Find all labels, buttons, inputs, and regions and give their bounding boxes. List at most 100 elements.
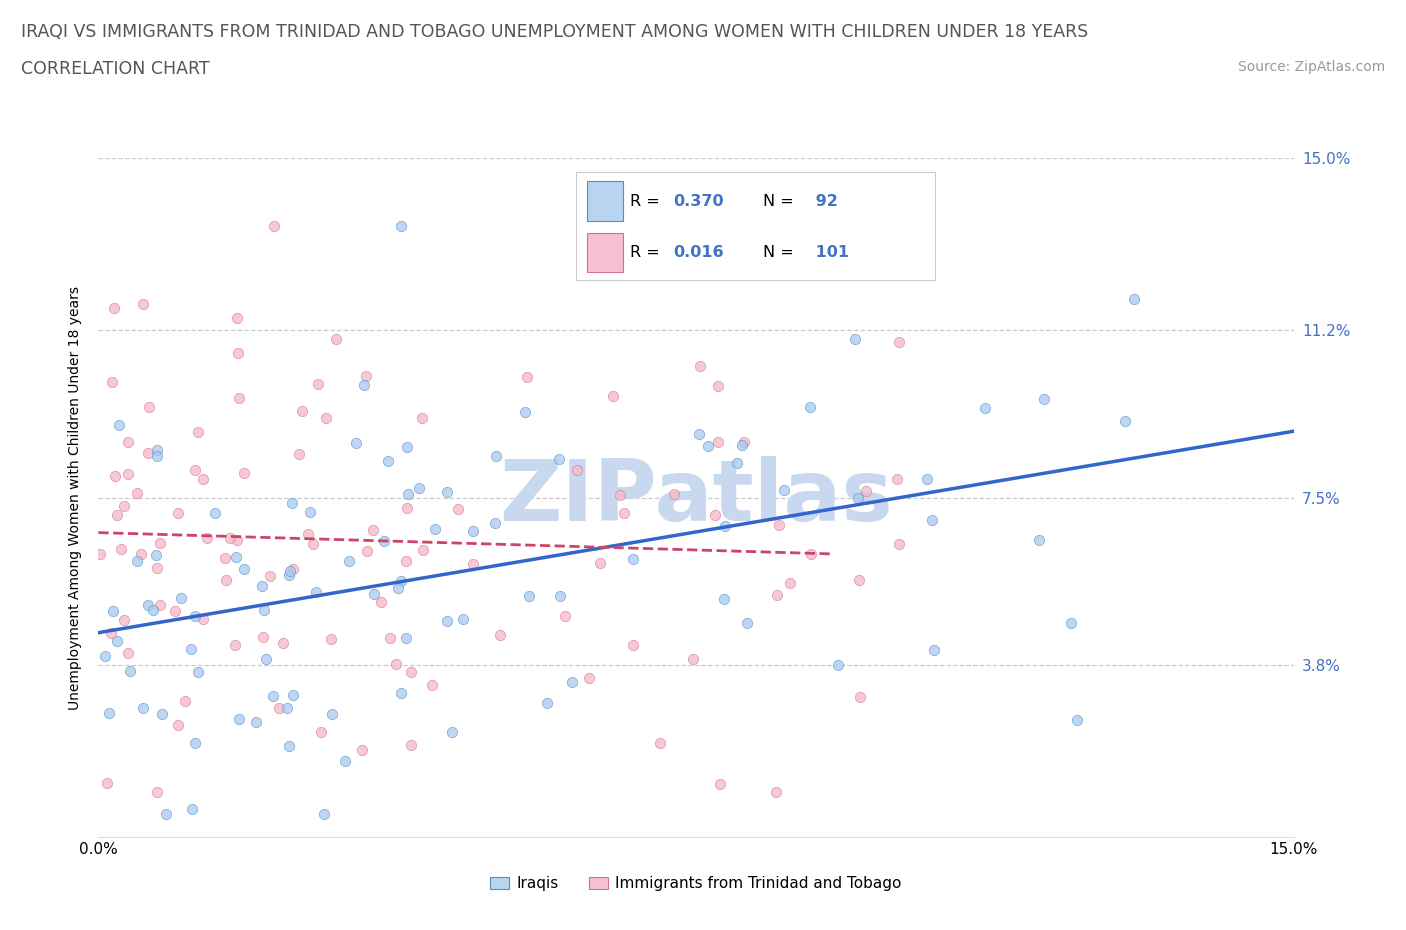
Point (886, 472, 908, 486)
Point (889, 335, 911, 350)
Point (167, 506, 190, 521)
Point (187, 424, 209, 439)
Point (319, 631, 342, 646)
Point (145, 785, 167, 800)
Point (915, 472, 938, 486)
Point (484, 516, 506, 531)
Point (378, 631, 401, 645)
Point (377, 453, 399, 468)
Point (98, 706, 121, 721)
Point (100, 375, 122, 390)
Point (395, 553, 418, 568)
Point (489, 628, 512, 643)
Point (395, 631, 418, 645)
Point (112, 498, 135, 513)
Point (849, 690, 872, 705)
Y-axis label: Unemployment Among Women with Children Under 18 years: Unemployment Among Women with Children U… (69, 286, 83, 710)
Point (389, 219, 412, 233)
Point (228, 711, 250, 726)
Point (436, 614, 458, 629)
Point (800, 546, 823, 561)
Point (1033, 392, 1056, 407)
Point (609, 487, 631, 502)
Point (401, 737, 423, 752)
Point (353, 378, 375, 392)
Point (150, 707, 173, 722)
Point (411, 410, 433, 425)
Point (278, 564, 301, 578)
Point (184, 608, 207, 623)
Point (1066, 713, 1088, 728)
Point (195, 530, 218, 545)
Point (436, 485, 458, 499)
Point (344, 436, 367, 451)
Point (170, 591, 193, 605)
Text: Source: ZipAtlas.com: Source: ZipAtlas.com (1237, 60, 1385, 74)
Point (613, 505, 636, 520)
Point (226, 345, 249, 360)
Point (146, 443, 169, 458)
Point (709, 777, 731, 791)
Point (399, 664, 422, 679)
Point (142, 602, 165, 617)
Point (922, 643, 945, 658)
Point (385, 657, 408, 671)
Point (387, 581, 409, 596)
Point (117, 646, 139, 661)
Point (187, 665, 209, 680)
Point (96, 775, 118, 790)
Point (224, 638, 246, 653)
Point (184, 463, 207, 478)
Point (297, 526, 319, 541)
Point (283, 687, 305, 702)
Point (262, 689, 284, 704)
Point (650, 736, 672, 751)
Point (103, 604, 125, 618)
Point (214, 572, 236, 587)
Point (565, 462, 588, 477)
Point (252, 578, 274, 593)
Point (389, 574, 412, 589)
Point (451, 612, 474, 627)
Point (278, 567, 301, 582)
Point (779, 575, 801, 590)
Point (1060, 616, 1083, 631)
Point (689, 358, 711, 373)
Point (132, 700, 155, 715)
Point (463, 524, 485, 538)
Point (589, 555, 612, 570)
Point (396, 486, 419, 501)
Point (561, 674, 583, 689)
Point (363, 586, 385, 601)
Point (356, 543, 378, 558)
Point (396, 500, 419, 515)
Legend: Iraqis, Immigrants from Trinidad and Tobago: Iraqis, Immigrants from Trinidad and Tob… (484, 870, 908, 897)
Point (301, 537, 323, 551)
Point (271, 635, 294, 650)
Point (389, 685, 412, 700)
Point (89, 547, 111, 562)
Point (516, 370, 538, 385)
Point (325, 331, 347, 346)
Point (180, 802, 202, 817)
Point (105, 508, 128, 523)
Point (278, 738, 301, 753)
Point (352, 743, 374, 758)
Point (218, 531, 240, 546)
Point (335, 754, 357, 769)
Text: IRAQI VS IMMIGRANTS FROM TRINIDAD AND TOBAGO UNEMPLOYMENT AMONG WOMEN WITH CHILD: IRAQI VS IMMIGRANTS FROM TRINIDAD AND TO… (21, 23, 1088, 41)
Point (146, 448, 169, 463)
Point (129, 547, 152, 562)
Point (370, 594, 392, 609)
Point (848, 573, 870, 588)
Point (441, 724, 464, 739)
Point (108, 418, 131, 432)
Point (214, 551, 236, 565)
Point (423, 522, 446, 537)
Text: ZIPatlas: ZIPatlas (499, 456, 893, 539)
Point (321, 706, 343, 721)
Point (127, 553, 149, 568)
Point (688, 427, 710, 442)
Point (191, 472, 214, 486)
Point (291, 404, 314, 418)
